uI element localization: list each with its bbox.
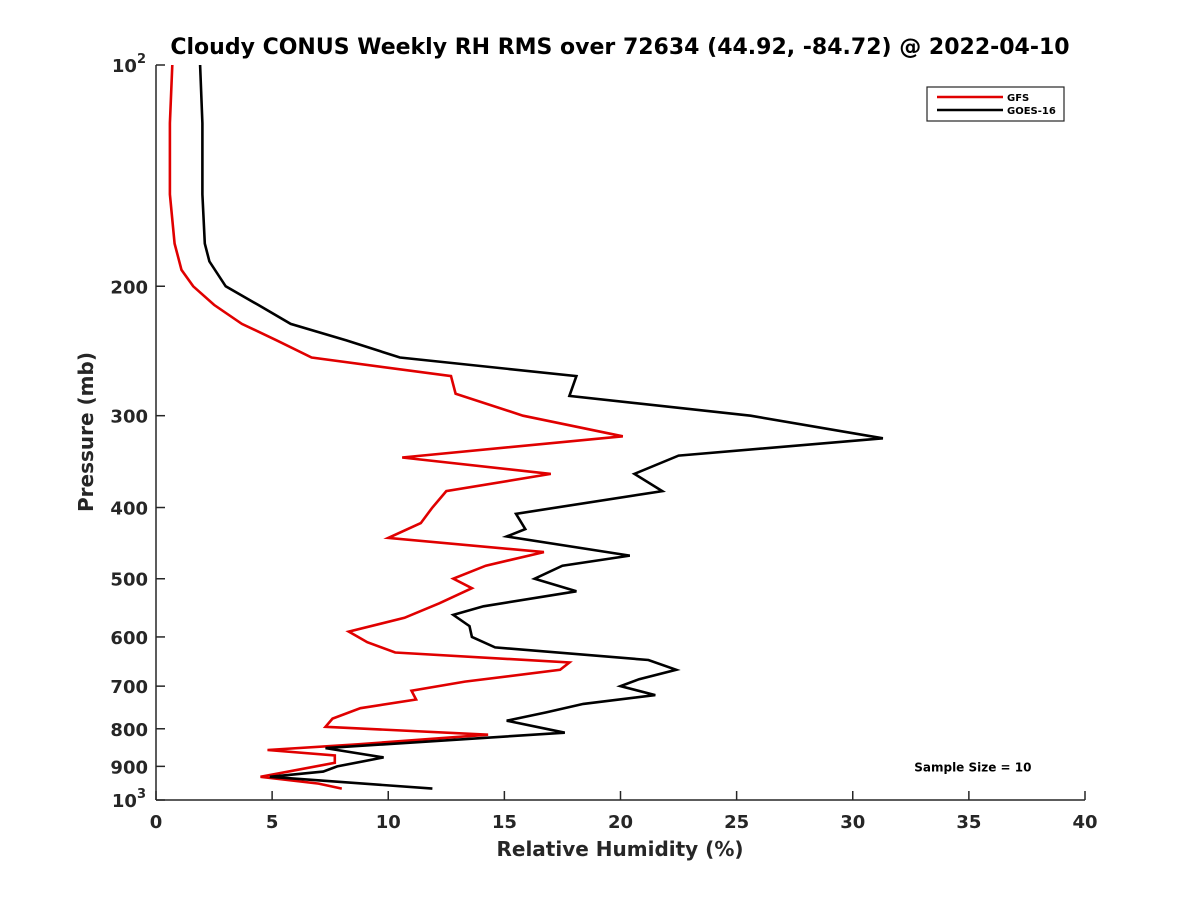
y-tick-label: 700 bbox=[110, 677, 148, 698]
sample-size-annotation: Sample Size = 10 bbox=[914, 760, 1031, 774]
x-tick-label: 10 bbox=[376, 812, 401, 833]
x-tick-label: 30 bbox=[840, 812, 865, 833]
legend-label: GOES-16 bbox=[1007, 106, 1056, 117]
legend: GFS GOES-16 bbox=[926, 86, 1065, 122]
y-tick-label: 800 bbox=[110, 720, 148, 741]
series-line-gfs bbox=[168, 64, 624, 790]
y-tick-base: 10 bbox=[112, 56, 137, 77]
y-tick-label: 400 bbox=[110, 499, 148, 520]
y-tick-base: 10 bbox=[112, 791, 137, 812]
y-tick-label-power: 102 bbox=[112, 52, 146, 77]
x-tick-label: 25 bbox=[724, 812, 749, 833]
x-tick-label: 0 bbox=[150, 812, 163, 833]
x-tick-label: 35 bbox=[956, 812, 981, 833]
y-tick-label: 300 bbox=[110, 407, 148, 428]
y-tick-label: 900 bbox=[110, 757, 148, 778]
legend-label: GFS bbox=[1007, 93, 1029, 104]
x-tick-label: 15 bbox=[492, 812, 517, 833]
x-tick-label: 5 bbox=[266, 812, 279, 833]
x-tick-label: 40 bbox=[1072, 812, 1097, 833]
x-axis-label: Relative Humidity (%) bbox=[496, 837, 743, 861]
y-tick-exponent: 2 bbox=[137, 52, 146, 67]
y-tick-label: 200 bbox=[110, 277, 148, 298]
y-tick-label: 600 bbox=[110, 628, 148, 649]
y-axis-label: Pressure (mb) bbox=[74, 352, 98, 512]
annotations: Sample Size = 10 bbox=[914, 760, 1031, 774]
x-tick-label: 20 bbox=[608, 812, 633, 833]
series-line-goes-16 bbox=[198, 64, 884, 790]
y-tick-exponent: 3 bbox=[137, 787, 146, 802]
series-layer bbox=[168, 64, 884, 790]
y-tick-label: 500 bbox=[110, 570, 148, 591]
chart-title: Cloudy CONUS Weekly RH RMS over 72634 (4… bbox=[170, 35, 1069, 60]
y-tick-label-power: 103 bbox=[112, 787, 146, 812]
legend-box bbox=[926, 86, 1065, 122]
x-axis-ticks: 0 5 10 15 20 25 30 35 40 bbox=[150, 791, 1098, 833]
